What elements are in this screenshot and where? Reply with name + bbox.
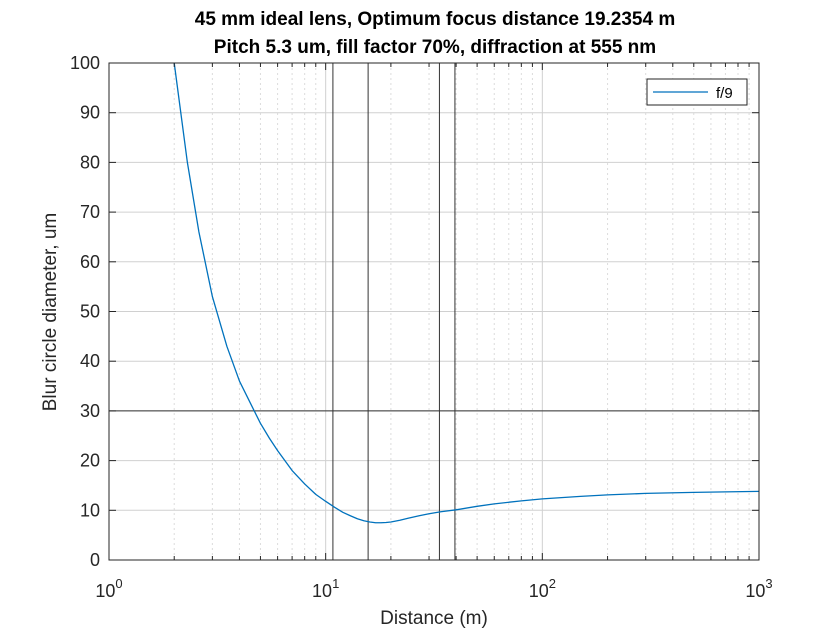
chart-title: 45 mm ideal lens, Optimum focus distance… xyxy=(195,9,675,30)
axis-ticks xyxy=(108,62,760,561)
reference-lines xyxy=(109,63,759,560)
y-tick-label: 60 xyxy=(80,252,100,272)
chart-subtitle: Pitch 5.3 um, fill factor 70%, diffracti… xyxy=(214,37,656,58)
y-tick-label: 20 xyxy=(80,451,100,471)
x-axis-label: Distance (m) xyxy=(380,608,488,629)
series-layer xyxy=(173,62,760,524)
y-tick-label: 30 xyxy=(80,401,100,421)
x-tick-labels: 100 101 102 103 xyxy=(95,576,772,601)
y-tick-label: 100 xyxy=(70,53,100,73)
y-tick-label: 40 xyxy=(80,351,100,371)
y-tick-label: 10 xyxy=(80,500,100,520)
legend: f/9 xyxy=(646,78,748,106)
y-axis-label: Blur circle diameter, um xyxy=(40,213,61,412)
series-line-f9 xyxy=(173,62,760,524)
y-tick-label: 50 xyxy=(80,302,100,322)
legend-label-f9: f/9 xyxy=(716,85,733,102)
x-tick-label: 100 xyxy=(95,576,122,601)
x-tick-label: 101 xyxy=(312,576,339,601)
y-tick-labels: 0 10 20 30 40 50 60 70 80 90 100 xyxy=(70,53,100,570)
y-tick-label: 70 xyxy=(80,202,100,222)
y-tick-label: 80 xyxy=(80,152,100,172)
x-tick-label: 102 xyxy=(529,576,556,601)
x-tick-label: 103 xyxy=(745,576,772,601)
major-grid xyxy=(109,63,759,560)
y-tick-label: 90 xyxy=(80,103,100,123)
y-tick-label: 0 xyxy=(90,550,100,570)
